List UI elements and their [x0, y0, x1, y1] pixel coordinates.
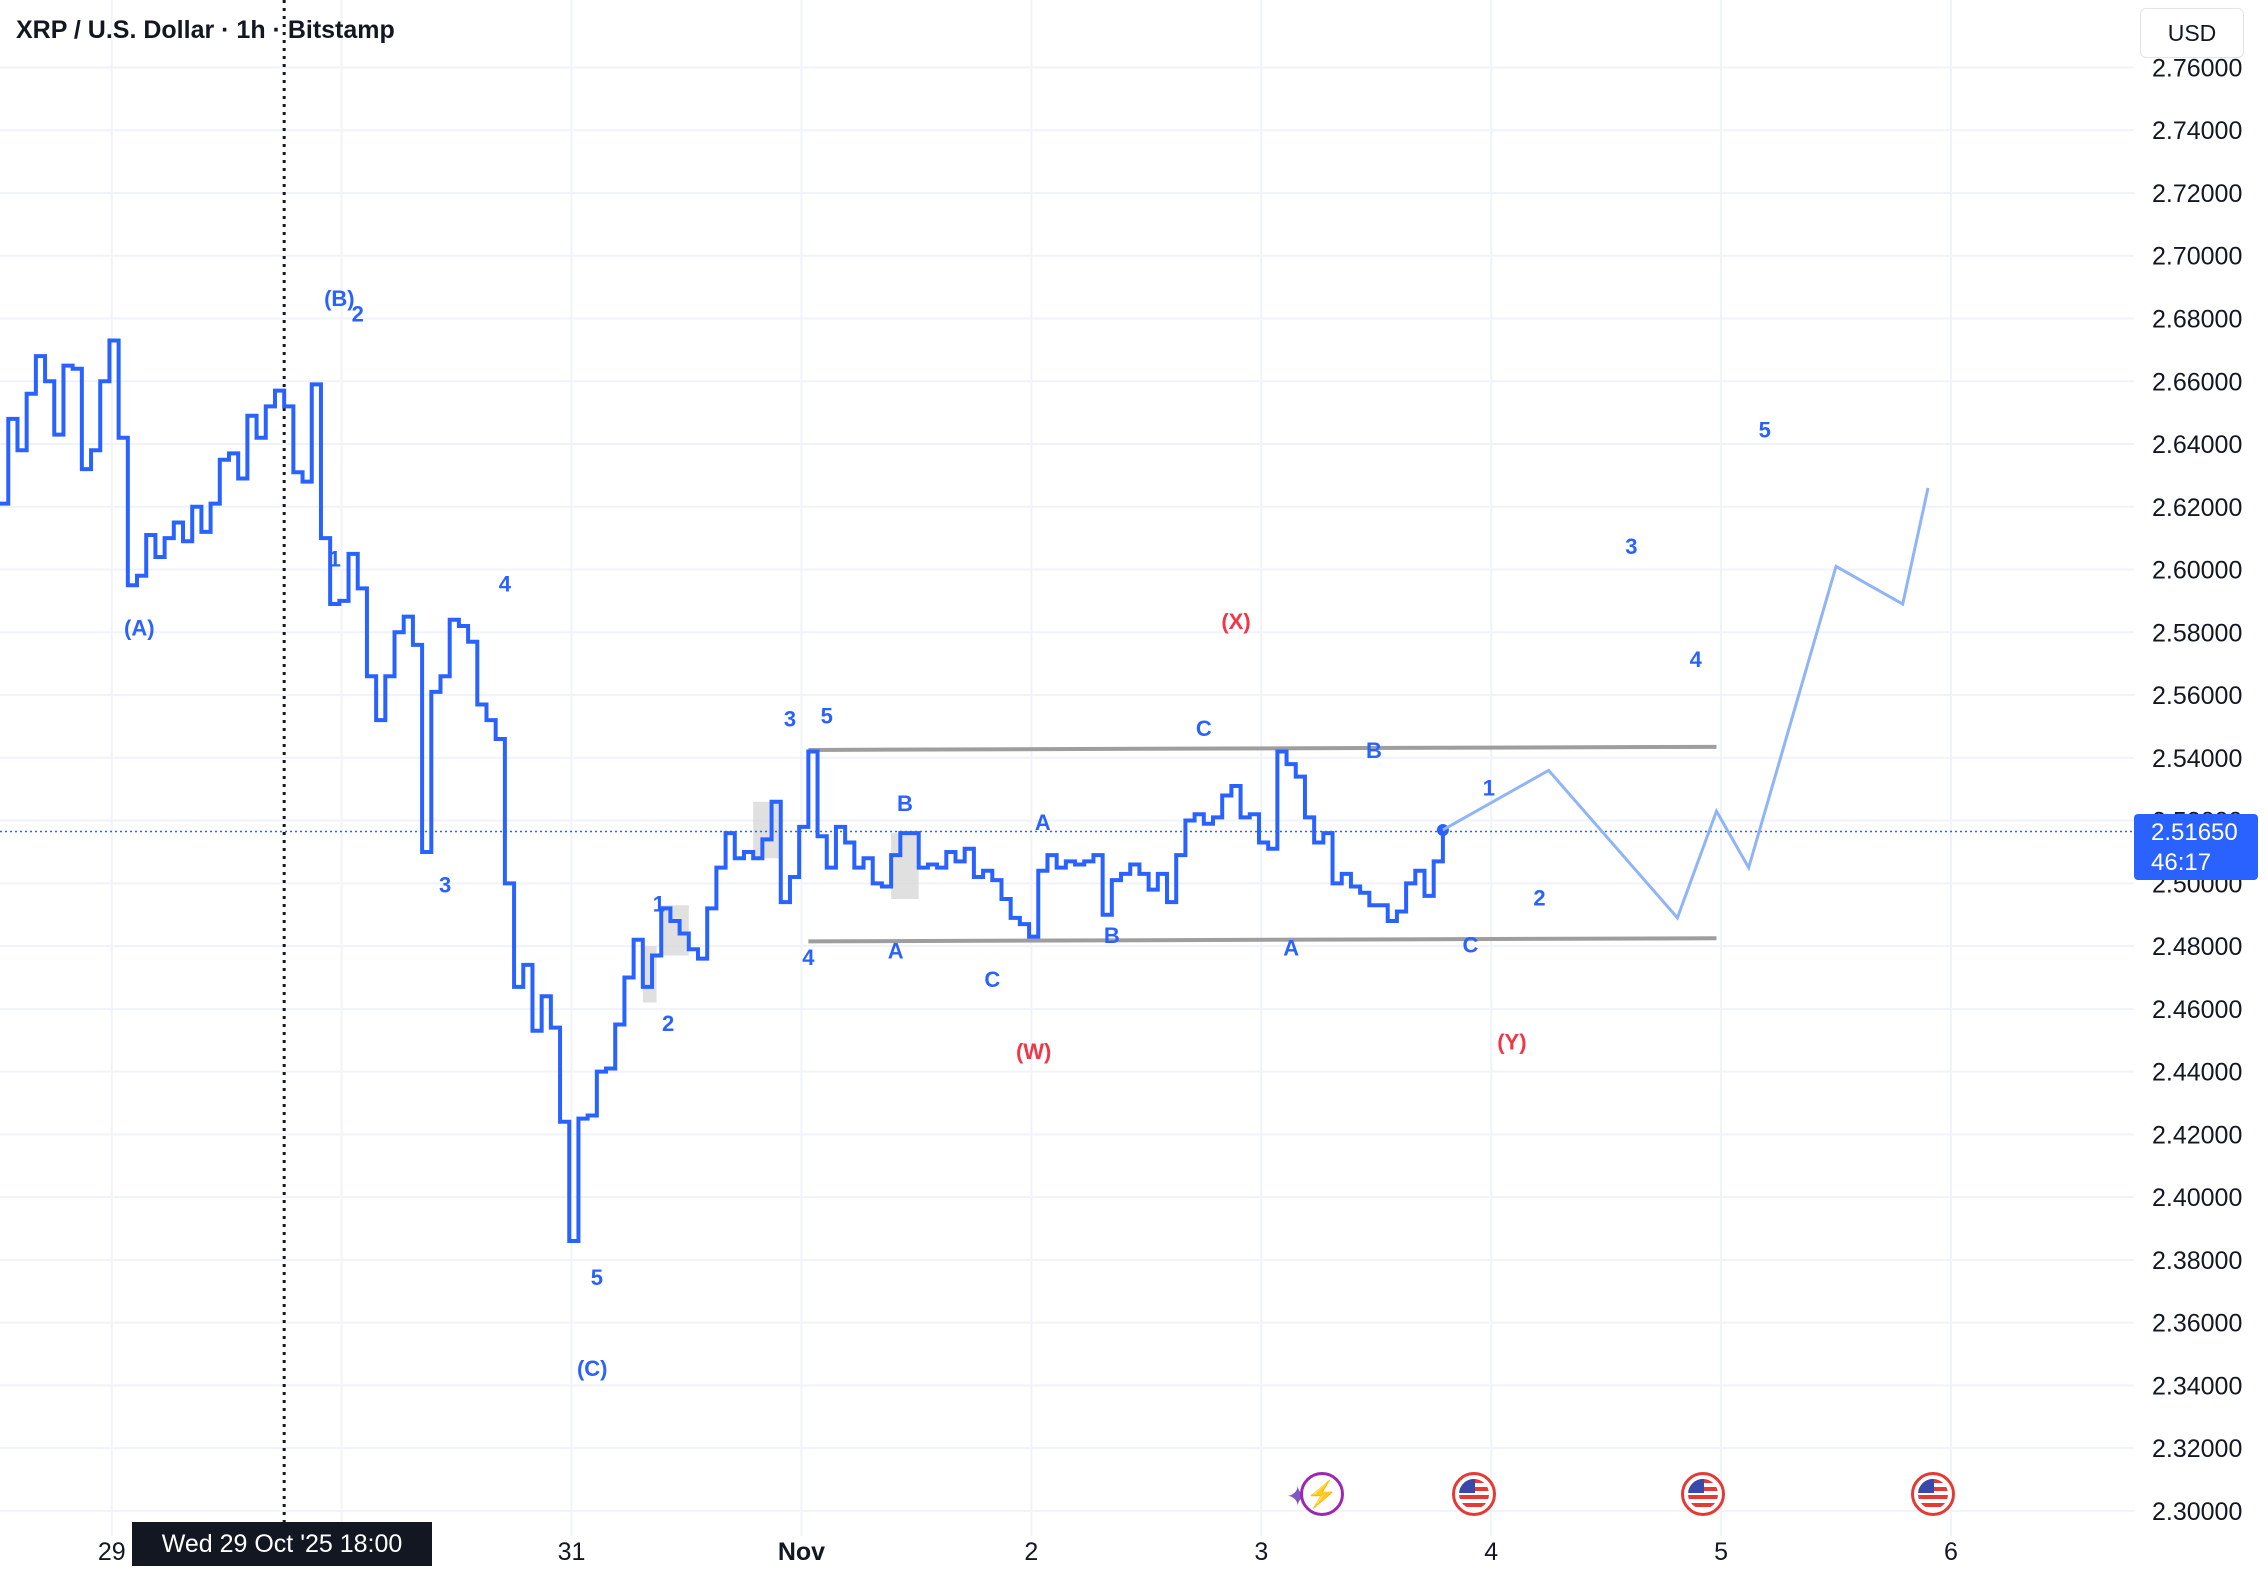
wave-label: A [1035, 810, 1051, 835]
y-tick-label: 2.64000 [2152, 431, 2242, 459]
wave-label: 3 [439, 873, 451, 898]
projection-path [1442, 487, 1930, 921]
wave-label: 4 [1690, 647, 1703, 672]
wave-label: 2 [662, 1011, 674, 1036]
y-tick-label: 2.72000 [2152, 180, 2242, 208]
y-tick-label: 2.58000 [2152, 619, 2242, 647]
y-tick-label: 2.40000 [2152, 1184, 2242, 1212]
y-tick-label: 2.70000 [2152, 243, 2242, 271]
shaded-zone [661, 905, 689, 956]
us-flag-icon[interactable] [1681, 1472, 1725, 1516]
x-tick-label: 3 [1254, 1538, 1268, 1566]
y-tick-label: 2.42000 [2152, 1121, 2242, 1149]
shaded-zones [642, 801, 919, 1003]
wave-label: (A) [124, 615, 155, 640]
x-tick-label: 4 [1484, 1538, 1498, 1566]
current-price-value: 2.51650 [2151, 819, 2238, 846]
x-tick-label: 6 [1944, 1538, 1958, 1566]
wave-label: 5 [591, 1265, 603, 1290]
y-tick-label: 2.76000 [2152, 54, 2242, 82]
y-tick-label: 2.34000 [2152, 1372, 2242, 1400]
chart-title: XRP / U.S. Dollar · 1h · Bitstamp [16, 16, 395, 44]
current-price-tag: 2.51650 46:17 [2134, 814, 2258, 880]
y-tick-label: 2.30000 [2152, 1498, 2242, 1526]
wave-label: 1 [329, 546, 341, 571]
wave-label: 5 [821, 703, 833, 728]
us-flag-icon[interactable] [1452, 1472, 1496, 1516]
wave-label: (X) [1221, 609, 1250, 634]
wave-label: (B) [324, 286, 355, 311]
y-tick-label: 2.66000 [2152, 368, 2242, 396]
price-step-line [0, 338, 1445, 1244]
crosshair-time-label: Wed 29 Oct '25 18:00 [132, 1522, 432, 1566]
x-tick-label: 5 [1714, 1538, 1728, 1566]
channel-line[interactable] [808, 936, 1717, 944]
wave-label: 1 [653, 892, 665, 917]
wave-label: 2 [1533, 885, 1545, 910]
wave-label: (C) [577, 1356, 608, 1381]
x-tick-label: Nov [778, 1538, 825, 1566]
wave-label: A [888, 939, 904, 964]
price-series [0, 338, 1930, 1244]
wave-label: A [1283, 935, 1299, 960]
wave-label: 3 [784, 706, 796, 731]
bolt-icon[interactable]: ⚡ [1300, 1472, 1344, 1516]
us-flag-icon[interactable] [1911, 1472, 1955, 1516]
grid-lines [0, 0, 2134, 1536]
y-tick-label: 2.62000 [2152, 494, 2242, 522]
currency-button[interactable]: USD [2140, 8, 2244, 58]
y-tick-label: 2.32000 [2152, 1435, 2242, 1463]
wave-label: 5 [1759, 418, 1771, 443]
y-tick-label: 2.68000 [2152, 305, 2242, 333]
y-tick-label: 2.48000 [2152, 933, 2242, 961]
wave-label: 4 [499, 571, 512, 596]
wave-label: B [897, 791, 913, 816]
y-tick-label: 2.44000 [2152, 1059, 2242, 1087]
y-tick-label: 2.38000 [2152, 1247, 2242, 1275]
y-tick-label: 2.54000 [2152, 745, 2242, 773]
wave-label: 2 [352, 302, 364, 327]
x-tick-label: 31 [558, 1538, 586, 1566]
wave-label: (W) [1016, 1039, 1051, 1064]
wave-label: B [1104, 923, 1120, 948]
wave-label: 4 [802, 945, 815, 970]
wave-label: C [1463, 932, 1479, 957]
wave-label: 1 [1483, 775, 1495, 800]
price-axis[interactable]: 2.30000 2.32000 2.34000 2.36000 2.38000 2.400… [2152, 54, 2242, 1525]
wave-label: (Y) [1497, 1030, 1526, 1055]
wave-label: C [1196, 716, 1212, 741]
wave-label: C [984, 967, 1000, 992]
x-tick-label: 2 [1024, 1538, 1038, 1566]
y-tick-label: 2.74000 [2152, 117, 2242, 145]
wave-label: B [1366, 738, 1382, 763]
y-tick-label: 2.36000 [2152, 1310, 2242, 1338]
y-tick-label: 2.56000 [2152, 682, 2242, 710]
channel-lines[interactable] [808, 744, 1717, 944]
shaded-zone [753, 801, 781, 859]
wave-label: 3 [1625, 534, 1637, 559]
candle-countdown: 46:17 [2151, 849, 2212, 876]
channel-line[interactable] [808, 744, 1717, 752]
x-tick-label: 29 [98, 1538, 126, 1566]
shaded-zone [891, 833, 919, 900]
y-tick-label: 2.46000 [2152, 996, 2242, 1024]
y-tick-label: 2.60000 [2152, 557, 2242, 585]
